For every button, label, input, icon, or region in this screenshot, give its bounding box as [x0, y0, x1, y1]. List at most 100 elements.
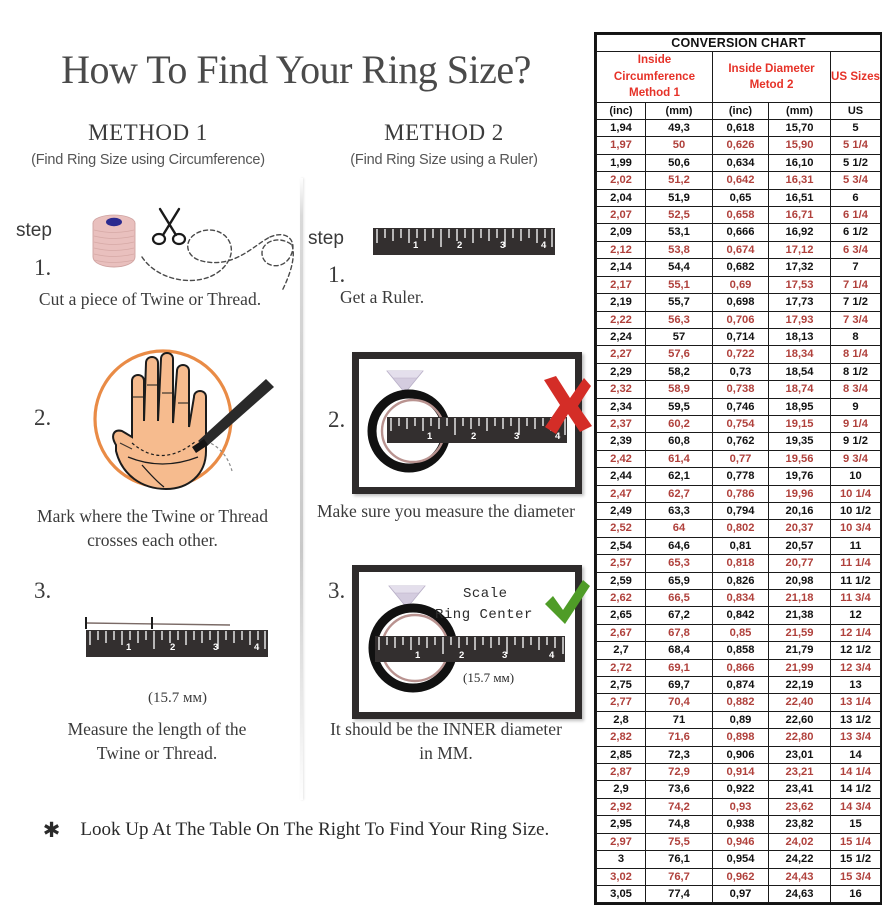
table-row: 2,27 57,6 0,722 18,34 8 1/4	[596, 345, 881, 364]
table-cell: 18,13	[768, 327, 831, 347]
table-cell: 0,858	[712, 641, 769, 660]
table-cell: 67,8	[645, 623, 713, 643]
table-cell: 0,898	[712, 728, 769, 747]
table-cell: 2,37	[596, 414, 646, 434]
table-cell: 15 3/4	[830, 867, 881, 886]
table-cell: 0,93	[712, 797, 769, 817]
table-cell: 23,01	[768, 745, 831, 765]
table-cell: 57	[645, 327, 713, 347]
table-row: 2,7 68,4 0,858 21,79 12 1/2	[596, 641, 881, 660]
table-cell: 16,31	[768, 171, 831, 190]
svg-text:3: 3	[502, 650, 507, 661]
group-header-circumference-line-1: Inside Circumference	[613, 53, 696, 83]
table-cell: 19,15	[768, 414, 831, 434]
table-group-row: Inside Circumference Method 1 Inside Dia…	[596, 51, 881, 103]
table-row: 2,85 72,3 0,906 23,01 14	[596, 745, 881, 765]
table-cell: 70,4	[645, 693, 713, 712]
method-2-measurement-value: (15.7 мм)	[463, 670, 515, 685]
table-cell: 63,3	[645, 501, 713, 521]
table-cell: 0,722	[712, 345, 769, 364]
table-cell: 15,70	[768, 119, 831, 138]
twine-spool-illustration	[84, 205, 300, 297]
table-cell: 0,754	[712, 414, 769, 434]
table-title: CONVERSION CHART	[596, 33, 881, 53]
table-cell: 17,32	[768, 258, 831, 277]
table-row: 2,92 74,2 0,93 23,62 14 3/4	[596, 797, 881, 817]
table-cell: 2,67	[596, 623, 646, 643]
table-cell: 2,97	[596, 832, 646, 852]
table-cell: 21,18	[768, 588, 831, 608]
table-cell: 12 3/4	[830, 658, 881, 678]
table-cell: 19,35	[768, 432, 831, 451]
table-cell: 17,12	[768, 240, 831, 260]
group-header-circumference-line-2: Method 1	[629, 86, 680, 100]
table-row: 2,39 60,8 0,762 19,35 9 1/2	[596, 432, 881, 451]
ruler-tick-1: 1	[413, 240, 419, 251]
table-cell: 2,49	[596, 501, 646, 521]
table-cell: 9 3/4	[830, 449, 881, 469]
table-cell: 2,14	[596, 258, 646, 277]
ruler-tick-4: 4	[541, 240, 547, 251]
group-header-diameter-line-1: Inside Diameter	[728, 61, 815, 75]
conversion-chart: CONVERSION CHART Inside Circumference Me…	[594, 32, 882, 905]
table-cell: 9 1/2	[830, 432, 881, 451]
table-cell: 2,59	[596, 571, 646, 591]
method-2-title: METHOD 2	[384, 120, 504, 145]
table-cell: 0,658	[712, 206, 769, 225]
footnote-text: Look Up At The Table On The Right To Fin…	[80, 819, 550, 840]
table-row: 2,54 64,6 0,81 20,57 11	[596, 536, 881, 556]
table-cell: 2,17	[596, 275, 646, 295]
group-header-diameter-line-2: Metod 2	[749, 78, 794, 92]
table-cell: 67,2	[645, 606, 713, 625]
table-cell: 24,02	[768, 832, 831, 852]
table-row: 1,94 49,3 0,618 15,70 5	[596, 119, 881, 138]
table-cell: 49,3	[645, 119, 713, 138]
svg-text:2: 2	[471, 431, 476, 442]
table-cell: 22,19	[768, 676, 831, 695]
table-cell: 0,866	[712, 658, 769, 678]
table-cell: 2,44	[596, 467, 646, 486]
table-cell: 0,706	[712, 310, 769, 329]
method-2-step-3-caption-line-1: It should be the INNER diameter	[330, 719, 562, 739]
table-cell: 13 1/2	[830, 710, 881, 730]
table-cell: 6 3/4	[830, 240, 881, 260]
table-cell: 64	[645, 519, 713, 538]
table-cell: 20,16	[768, 501, 831, 521]
method-1-step-2-caption: Mark where the Twine or Thread crosses e…	[10, 505, 295, 552]
table-cell: 21,59	[768, 623, 831, 643]
table-cell: 24,43	[768, 867, 831, 886]
method-2-step-2-photo: 1 2 3 4	[352, 352, 582, 494]
method-2-step-3-number: 3.	[328, 578, 346, 603]
table-cell: 0,946	[712, 832, 769, 852]
table-cell: 2,39	[596, 432, 646, 451]
table-cell: 10	[830, 467, 881, 486]
method-2-step-3-photo: 1 2 3 4 Scale Ring Center (15.7 мм)	[352, 565, 582, 719]
table-row: 2,37 60,2 0,754 19,15 9 1/4	[596, 414, 881, 434]
table-cell: 5	[830, 119, 881, 138]
ruler-tick-2: 2	[170, 642, 176, 653]
method-1-step-1-caption: Cut a piece of Twine or Thread.	[38, 289, 262, 309]
table-cell: 5 3/4	[830, 171, 881, 190]
table-cell: 19,56	[768, 449, 831, 469]
table-cell: 58,9	[645, 380, 713, 399]
method-2-subtitle: (Find Ring Size using a Ruler)	[350, 152, 538, 168]
table-cell: 17,53	[768, 275, 831, 295]
table-cell: 2,85	[596, 745, 646, 765]
page-title: How To Find Your Ring Size?	[61, 47, 531, 92]
method-1-step-3-caption: Measure the length of the Twine or Threa…	[22, 718, 292, 765]
table-cell: 6 1/4	[830, 206, 881, 225]
method-2-step-2-number: 2.	[328, 407, 346, 432]
table-cell: 0,874	[712, 676, 769, 695]
table-row: 2,9 73,6 0,922 23,41 14 1/2	[596, 780, 881, 799]
table-cell: 2,54	[596, 536, 646, 556]
method-2-step-1-number: 1.	[328, 262, 346, 287]
table-row: 2,24 57 0,714 18,13 8	[596, 327, 881, 347]
table-cell: 2,87	[596, 763, 646, 782]
method-1-heading: METHOD 1 (Find Ring Size using Circumfer…	[0, 120, 296, 168]
table-cell: 0,77	[712, 449, 769, 469]
svg-text:2: 2	[459, 650, 464, 661]
table-row: 2,02 51,2 0,642 16,31 5 3/4	[596, 171, 881, 190]
table-cell: 2,9	[596, 780, 646, 799]
table-cell: 0,746	[712, 397, 769, 416]
table-cell: 2,7	[596, 641, 646, 660]
